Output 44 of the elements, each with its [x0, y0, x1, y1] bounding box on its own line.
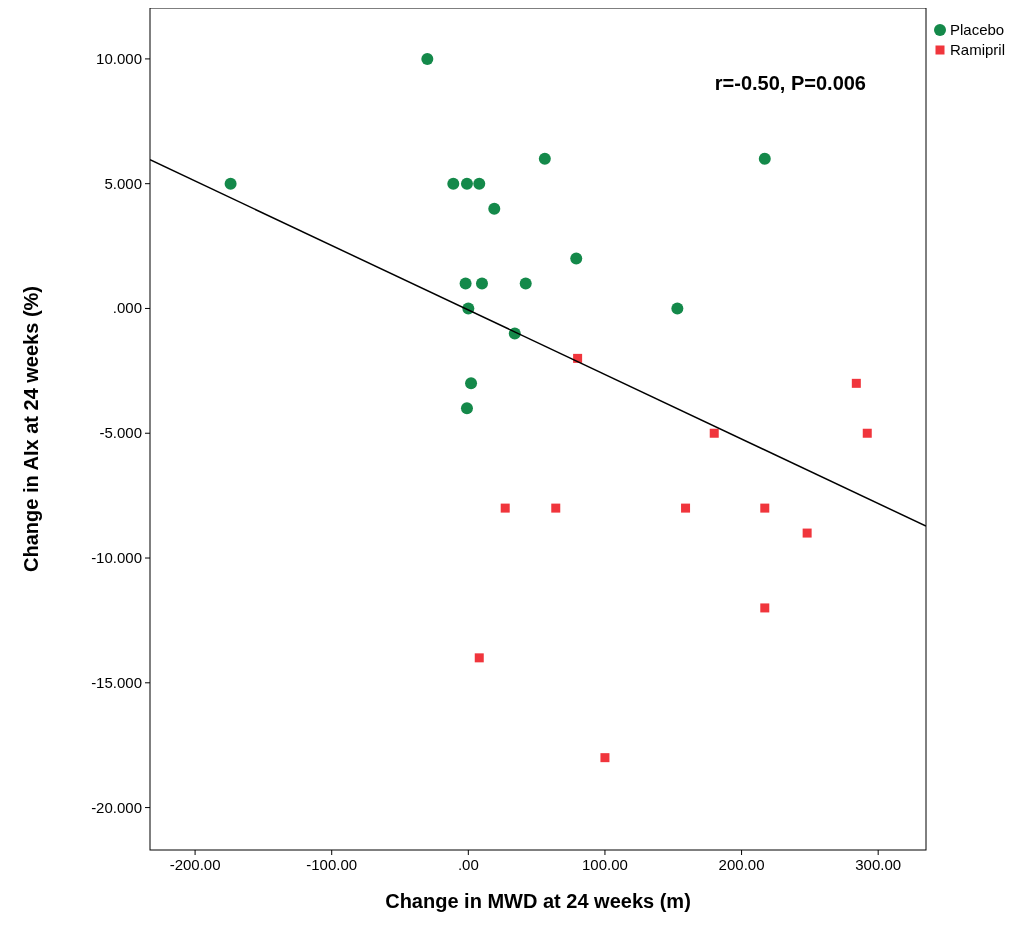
- point: [224, 177, 237, 190]
- x-tick-label: 200.00: [718, 856, 765, 873]
- x-axis-title: Change in MWD at 24 weeks (m): [385, 890, 691, 912]
- y-tick-label: -5.000: [99, 424, 142, 442]
- legend-label: Placebo: [950, 21, 1005, 38]
- point: [760, 503, 770, 513]
- point: [459, 277, 472, 290]
- y-tick-label: -20.000: [91, 798, 142, 816]
- x-tick-label: -200.00: [169, 856, 221, 873]
- annotation: r=-0.50, P=0.006: [714, 72, 866, 94]
- x-tick-label: 300.00: [855, 856, 902, 873]
- point: [465, 377, 478, 390]
- point: [519, 277, 532, 290]
- y-axis-title: Change in AIx at 24 weeks (%): [20, 285, 42, 573]
- y-tick-label: -10.000: [91, 549, 142, 567]
- x-tick-label: .00: [457, 856, 479, 873]
- y-tick-label: -15.000: [91, 673, 142, 691]
- point: [681, 503, 691, 513]
- point: [758, 152, 771, 165]
- x-tick-label: 100.00: [582, 856, 628, 873]
- x-tick-label: -100.00: [306, 856, 358, 873]
- point: [600, 753, 610, 763]
- point: [488, 202, 501, 215]
- point: [474, 653, 484, 663]
- point: [709, 428, 719, 438]
- point: [538, 152, 551, 165]
- point: [551, 503, 561, 513]
- point: [802, 528, 812, 538]
- y-tick-label: 5.000: [104, 174, 142, 192]
- point: [460, 177, 473, 190]
- point: [421, 52, 434, 65]
- point: [473, 177, 486, 190]
- point: [475, 277, 488, 290]
- point: [447, 177, 460, 190]
- y-tick-label: .000: [112, 299, 142, 317]
- point: [671, 302, 684, 315]
- y-tick-label: 10.000: [96, 49, 142, 67]
- point: [851, 378, 861, 388]
- point: [760, 603, 770, 613]
- legend-label: Ramipril: [950, 41, 1006, 58]
- point: [862, 428, 872, 438]
- point: [500, 503, 510, 513]
- point: [460, 402, 473, 415]
- point: [570, 252, 583, 265]
